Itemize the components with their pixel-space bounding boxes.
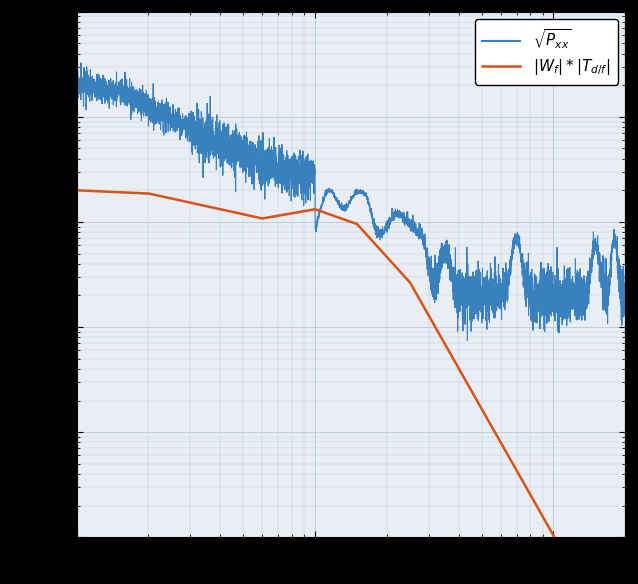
$|W_f| * |T_{d/f}|$ xyxy=(283,211,290,218)
$\sqrt{P_{xx}}$ xyxy=(464,337,471,344)
$|W_f| * |T_{d/f}|$ xyxy=(482,413,490,420)
$\sqrt{P_{xx}}$ xyxy=(172,111,180,118)
$\sqrt{P_{xx}}$ xyxy=(482,298,490,305)
$|W_f| * |T_{d/f}|$ xyxy=(172,196,180,203)
$\sqrt{P_{xx}}$ xyxy=(402,219,410,226)
$\sqrt{P_{xx}}$ xyxy=(283,163,290,170)
$|W_f| * |T_{d/f}|$ xyxy=(402,274,410,281)
$\sqrt{P_{xx}}$ xyxy=(77,60,85,67)
$\sqrt{P_{xx}}$ xyxy=(621,271,629,278)
$|W_f| * |T_{d/f}|$ xyxy=(524,486,531,493)
$\sqrt{P_{xx}}$ xyxy=(73,80,80,87)
$\sqrt{P_{xx}}$ xyxy=(429,271,437,278)
$|W_f| * |T_{d/f}|$ xyxy=(73,187,80,194)
$\sqrt{P_{xx}}$ xyxy=(524,258,531,265)
$|W_f| * |T_{d/f}|$ xyxy=(429,320,437,327)
Line: $\sqrt{P_{xx}}$: $\sqrt{P_{xx}}$ xyxy=(77,63,625,340)
Legend: $\sqrt{P_{xx}}$, $|W_f| * |T_{d/f}|$: $\sqrt{P_{xx}}$, $|W_f| * |T_{d/f}|$ xyxy=(475,19,618,85)
Line: $|W_f| * |T_{d/f}|$: $|W_f| * |T_{d/f}|$ xyxy=(77,190,625,584)
